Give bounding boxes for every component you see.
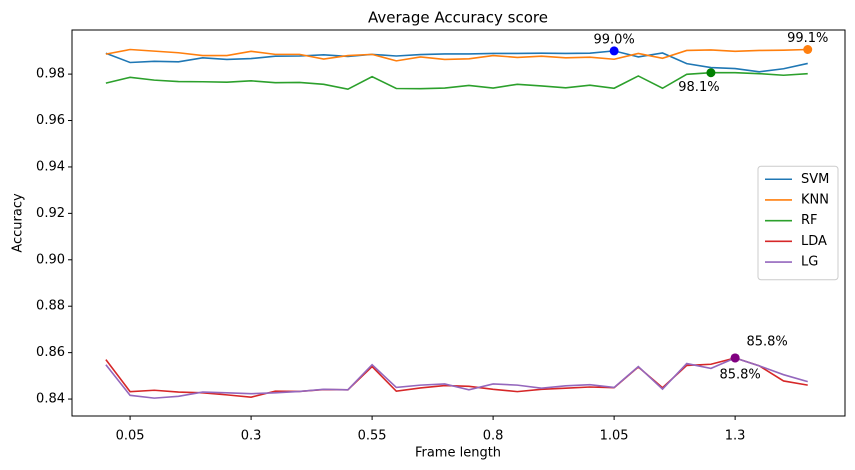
series-line [105,357,808,399]
annotation-label: 99.0% [593,32,634,47]
annotation-label: 99.1% [787,31,828,46]
legend-label: KNN [801,192,829,207]
annotation-label: 85.8% [746,334,787,349]
chart-title: Average Accuracy score [368,9,548,27]
x-tick-label: 0.05 [116,429,145,444]
annotation-label: 85.8% [719,367,760,382]
legend-label: LG [801,255,818,270]
legend-box [757,165,839,281]
x-tick-label: 0.55 [358,429,387,444]
annotation-marker [706,68,716,78]
x-tick-label: 0.8 [483,429,504,444]
y-tick-label: 0.84 [36,392,65,407]
legend-label: SVM [801,172,829,187]
y-tick-label: 0.92 [36,206,65,221]
series-line [105,48,808,62]
x-tick-label: 1.3 [725,429,746,444]
annotation-label: 98.1% [678,80,719,95]
annotation-marker [609,46,619,56]
legend-label: LDA [801,234,827,249]
y-tick-label: 0.88 [36,299,65,314]
y-tick-label: 0.98 [36,67,65,82]
x-tick-label: 0.3 [241,429,262,444]
y-tick-label: 0.86 [36,345,65,360]
x-axis-label: Frame length [415,446,501,461]
x-tick-label: 1.05 [600,429,629,444]
y-axis-label: Accuracy [11,193,26,253]
annotation-marker [730,353,740,363]
series-line [105,357,808,399]
legend-label: RF [801,213,818,228]
annotation-marker [803,44,813,54]
y-tick-label: 0.94 [36,159,65,174]
series-line [105,71,808,91]
plot-frame [71,29,846,417]
y-tick-label: 0.96 [36,113,65,128]
series-line [105,50,808,73]
y-tick-label: 0.90 [36,252,65,267]
